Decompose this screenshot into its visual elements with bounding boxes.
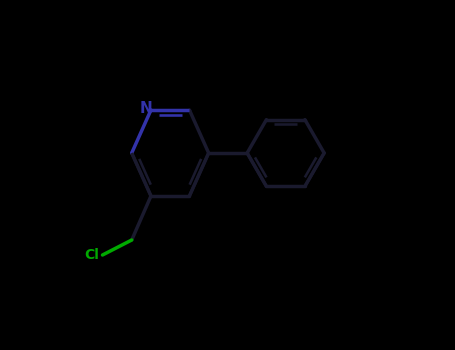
Text: Cl: Cl <box>84 248 99 262</box>
Text: N: N <box>139 101 152 116</box>
